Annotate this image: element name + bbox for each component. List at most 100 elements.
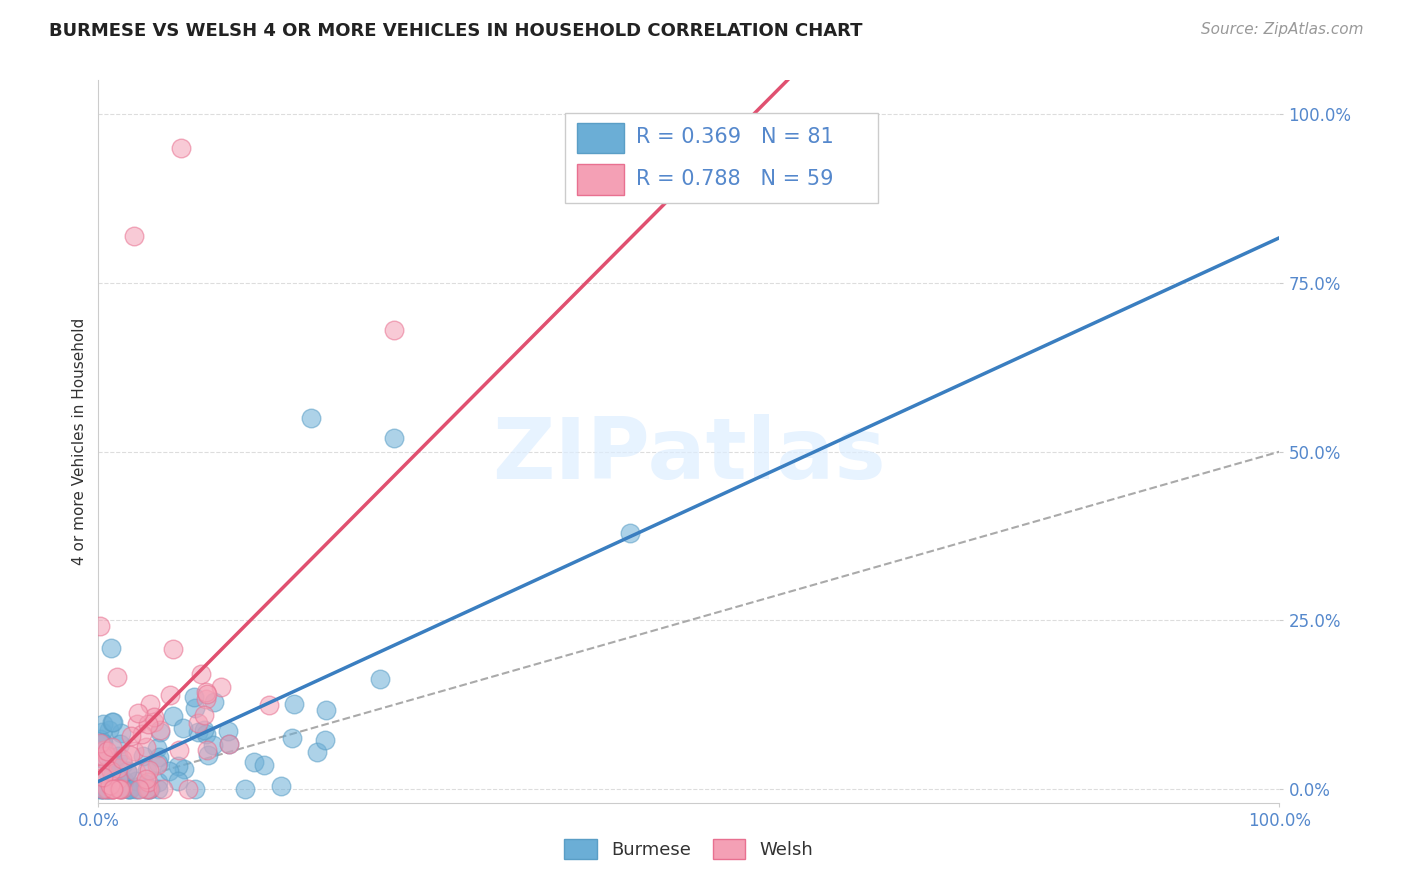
Point — [101, 782, 124, 797]
Point — [98, 782, 121, 797]
Point — [122, 744, 145, 758]
Point — [100, 739, 122, 754]
Point — [125, 773, 148, 788]
FancyBboxPatch shape — [576, 164, 624, 194]
Text: R = 0.788   N = 59: R = 0.788 N = 59 — [636, 169, 834, 189]
Point — [107, 748, 129, 763]
Point — [368, 673, 391, 687]
Point — [197, 748, 219, 763]
Point — [167, 759, 190, 773]
Point — [195, 687, 218, 701]
Point — [162, 641, 184, 656]
Point — [183, 690, 205, 704]
Point — [100, 641, 122, 656]
Point — [134, 777, 156, 791]
Point — [167, 743, 190, 757]
Point — [89, 732, 111, 747]
Point — [243, 755, 266, 769]
Point — [94, 751, 117, 765]
Point — [136, 775, 159, 789]
Point — [111, 780, 134, 794]
FancyBboxPatch shape — [565, 112, 877, 203]
Point — [283, 697, 305, 711]
Point — [120, 729, 142, 743]
Point — [120, 747, 142, 762]
Point — [103, 754, 125, 768]
Point — [307, 745, 329, 759]
Point — [135, 772, 157, 787]
Point — [90, 782, 112, 797]
Point — [132, 748, 155, 763]
Point — [315, 703, 337, 717]
Point — [96, 744, 118, 758]
Point — [118, 782, 141, 797]
Point — [177, 782, 200, 797]
Legend: Burmese, Welsh: Burmese, Welsh — [564, 838, 814, 859]
Point — [94, 781, 117, 796]
Point — [183, 701, 205, 715]
Point — [96, 782, 118, 797]
Point — [107, 761, 129, 775]
Point — [157, 764, 180, 778]
Point — [173, 762, 195, 776]
Point — [124, 782, 146, 797]
Y-axis label: 4 or more Vehicles in Household: 4 or more Vehicles in Household — [72, 318, 87, 566]
Point — [138, 782, 160, 797]
Point — [93, 782, 115, 797]
Point — [101, 774, 124, 789]
Point — [125, 764, 148, 779]
Point — [93, 782, 115, 797]
Point — [122, 228, 145, 243]
Point — [93, 735, 115, 749]
Text: Source: ZipAtlas.com: Source: ZipAtlas.com — [1201, 22, 1364, 37]
Point — [125, 716, 148, 731]
Point — [91, 765, 114, 780]
Point — [136, 782, 159, 797]
Point — [314, 733, 336, 747]
Point — [108, 782, 131, 797]
Point — [108, 781, 131, 796]
Point — [105, 670, 128, 684]
Point — [233, 782, 256, 797]
Point — [97, 766, 120, 780]
Point — [111, 752, 134, 766]
Point — [101, 766, 124, 780]
Point — [139, 697, 162, 711]
Point — [91, 717, 114, 731]
Point — [270, 780, 292, 794]
Point — [146, 774, 169, 789]
Point — [100, 778, 122, 792]
Point — [194, 685, 217, 699]
Point — [96, 781, 118, 796]
Point — [128, 782, 150, 797]
Point — [142, 715, 165, 730]
Point — [100, 755, 122, 769]
Point — [382, 431, 405, 445]
Text: BURMESE VS WELSH 4 OR MORE VEHICLES IN HOUSEHOLD CORRELATION CHART: BURMESE VS WELSH 4 OR MORE VEHICLES IN H… — [49, 22, 863, 40]
Point — [93, 743, 115, 757]
Point — [197, 743, 219, 757]
Point — [162, 709, 184, 723]
Point — [257, 698, 280, 712]
Point — [193, 723, 215, 738]
Point — [299, 411, 322, 425]
Point — [101, 782, 124, 797]
Point — [98, 723, 121, 738]
Point — [117, 764, 139, 778]
Point — [190, 666, 212, 681]
Point — [90, 750, 112, 764]
Point — [193, 707, 215, 722]
Point — [136, 716, 159, 731]
Point — [89, 782, 111, 797]
Point — [619, 525, 641, 540]
Point — [146, 756, 169, 770]
Point — [280, 731, 302, 746]
Point — [159, 688, 181, 702]
Point — [170, 141, 193, 155]
Point — [101, 714, 124, 729]
Point — [97, 782, 120, 797]
Point — [194, 726, 217, 740]
Point — [135, 739, 157, 754]
Point — [96, 782, 118, 797]
Point — [111, 774, 134, 789]
